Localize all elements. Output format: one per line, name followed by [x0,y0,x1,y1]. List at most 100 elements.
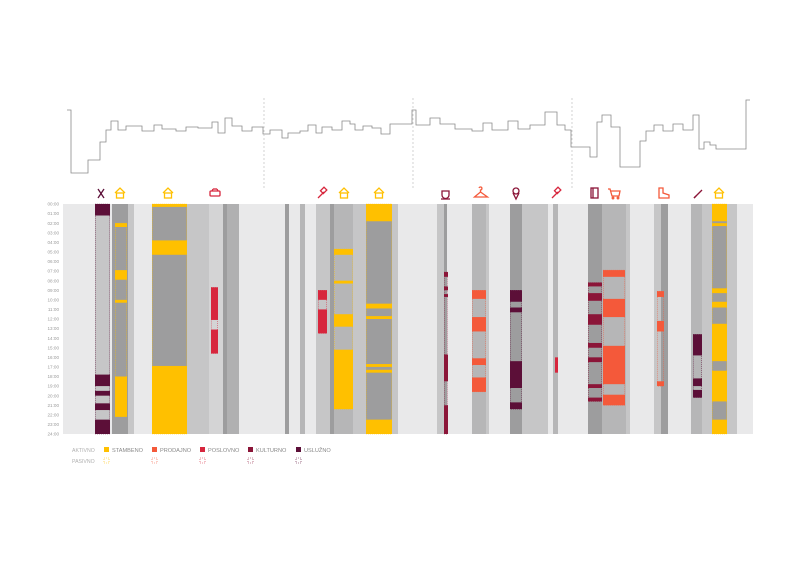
activity-block [712,370,727,402]
time-label: 09:00 [48,288,60,293]
legend-swatch-poslovno [200,447,205,452]
activity-block [510,290,522,302]
time-label: 07:00 [48,269,60,274]
activity-block [95,403,110,411]
activity-block [95,374,110,387]
activity-block [115,376,127,417]
time-label: 03:00 [48,230,60,235]
activity-block [211,329,218,354]
activity-block [334,280,353,284]
activity-block [712,288,727,294]
activity-block [712,323,727,362]
activity-block [115,223,127,227]
activity-block [472,317,486,332]
activity-block [152,204,187,207]
skyline-dividers [263,98,573,190]
skyline [67,98,750,190]
legend-passive-swatch-prodajno [151,457,158,464]
car-icon [209,188,221,197]
time-label: 08:00 [48,278,60,283]
activity-block [657,381,664,387]
activity-block [588,342,602,348]
passive-outline [657,290,664,387]
activity-block [510,361,522,388]
activity-block [657,291,664,297]
activity-block [318,290,327,300]
time-label: 16:00 [48,355,60,360]
house-icon [162,187,174,199]
legend-active-label: AKTIVNO [72,448,95,454]
time-label: 23:00 [48,422,60,427]
house-icon [713,187,725,199]
time-label: 05:00 [48,250,60,255]
ice-cream-icon [512,187,520,201]
time-axis: 00:00 01:00 02:00 03:00 04:00 05:00 06:00 07:00… [48,202,60,437]
activity-block [444,405,448,434]
time-label: 15:00 [48,345,60,350]
activity-block [95,390,110,396]
activity-block [588,282,602,287]
passive-outline [510,290,522,410]
activity-block [657,320,664,332]
time-label: 02:00 [48,221,60,226]
time-label: 12:00 [48,317,60,322]
legend-swatch-stambeno [104,447,109,452]
activity-block [603,270,625,277]
activity-block [444,272,448,277]
time-label: 14:00 [48,336,60,341]
activity-block [366,364,392,367]
activity-block [588,314,602,325]
book-icon [590,187,599,199]
activity-block [603,394,625,406]
activity-block [510,307,522,313]
coffee-icon [441,190,450,200]
activity-block [693,389,702,398]
activity-block [115,270,127,280]
time-label: 11:00 [48,307,60,312]
house-icon [338,187,350,199]
house-icon [373,187,385,199]
activity-block [588,384,602,388]
gavel-icon [551,186,562,199]
activity-block [95,204,110,216]
time-label: 10:00 [48,297,60,302]
activity-block [712,419,727,434]
activity-block [693,378,702,387]
activity-block [712,223,727,227]
activity-block [555,357,558,373]
activity-block [366,303,392,309]
activity-block [334,249,353,255]
activity-block [366,369,392,373]
legend: AKTIVNO PASIVNO STAMBENO PRODAJNO POSLOV… [72,446,331,465]
legend-passive-label: PASIVNO [72,459,95,465]
restaurant-icon [97,188,105,199]
activity-block [115,299,127,303]
activity-block [334,349,353,410]
activity-block [366,204,392,222]
activity-block [588,397,602,402]
legend-label-prodajno: PRODAJNO [160,448,192,454]
activity-block [211,287,218,320]
icon-row [97,186,725,201]
legend-label-stambeno: STAMBENO [112,448,144,454]
activity-block [152,240,187,255]
cart-icon [608,188,621,200]
activity-block [472,358,486,365]
time-label: 19:00 [48,384,60,389]
activity-block [366,316,392,319]
activity-block [444,286,448,291]
activity-block [510,402,522,410]
legend-swatch-prodajno [152,447,157,452]
activity-block [603,298,625,318]
time-label: 13:00 [48,326,60,331]
legend-swatch-usluzno [296,447,301,452]
activity-block [603,345,625,385]
time-label: 04:00 [48,240,60,245]
activity-block [334,314,353,327]
activity-block [152,365,187,434]
activity-block [712,204,727,222]
activity-block [444,294,448,297]
passive-outline [444,271,448,435]
activity-layer [95,203,727,435]
